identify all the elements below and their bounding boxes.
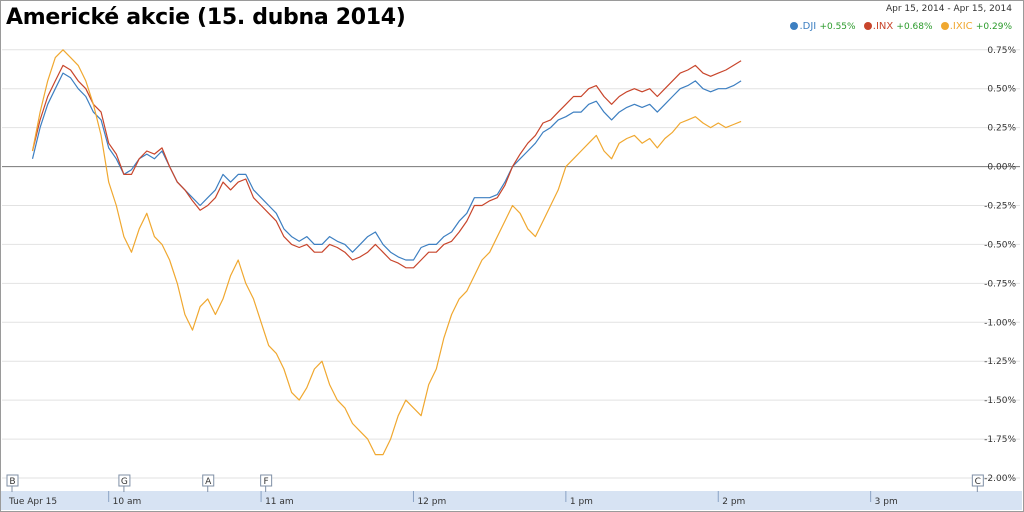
legend-symbol-inx: .INX: [872, 21, 894, 32]
y-tick-label: -1.00%: [984, 318, 1016, 328]
legend-symbol-dji: .DJI: [799, 21, 817, 32]
y-tick-label: -0.25%: [984, 202, 1016, 212]
legend-change-dji: +0.55%: [819, 22, 856, 32]
y-tick-label: 0.00%: [987, 163, 1016, 173]
y-tick-label: -1.25%: [984, 357, 1016, 367]
legend-dot-ixic: [940, 22, 949, 30]
date-range: Apr 15, 2014 - Apr 15, 2014: [886, 4, 1012, 14]
legend-change-ixic: +0.29%: [975, 22, 1012, 32]
chart-title: Americké akcie (15. dubna 2014): [6, 5, 406, 30]
event-marker-box: [6, 474, 19, 487]
event-marker-label: G: [121, 477, 128, 487]
x-tick-label: 10 am: [113, 497, 142, 507]
x-tick-label: 1 pm: [570, 497, 593, 507]
event-marker-g[interactable]: G: [118, 474, 131, 492]
y-tick-label: -1.50%: [984, 396, 1016, 406]
event-marker-f[interactable]: F: [260, 474, 273, 492]
x-tick-label: 3 pm: [875, 497, 898, 507]
legend-dot-inx: [863, 22, 872, 30]
y-tick-label: 0.75%: [987, 46, 1016, 56]
legend-symbol-ixic: .IXIC: [949, 21, 973, 32]
y-tick-label: -2.00%: [984, 474, 1016, 484]
series-line-dji: [31, 72, 742, 261]
legend-dot-dji: [790, 22, 799, 30]
event-marker-label: B: [9, 477, 15, 487]
y-tick-label: -1.75%: [984, 435, 1016, 445]
y-tick-label: 0.25%: [987, 124, 1016, 134]
y-tick-label: 0.50%: [987, 85, 1016, 95]
legend: .DJI +0.55% .INX +0.68% .IXIC +0.29%: [785, 21, 1012, 32]
x-tick-label: Tue Apr 15: [8, 497, 57, 507]
event-marker-a[interactable]: A: [202, 474, 215, 492]
x-tick-label: 11 am: [265, 497, 294, 507]
x-tick-label: 12 pm: [417, 497, 446, 507]
event-marker-box: [118, 474, 131, 487]
event-marker-label: F: [264, 477, 269, 487]
legend-item-ixic[interactable]: .IXIC +0.29%: [940, 21, 1012, 32]
event-marker-label: A: [205, 477, 212, 487]
event-marker-label: C: [975, 477, 981, 487]
x-axis-bar: [1, 491, 1022, 510]
y-tick-label: -0.50%: [984, 240, 1016, 250]
x-tick-label: 2 pm: [722, 497, 745, 507]
y-tick-label: -0.75%: [984, 279, 1016, 289]
event-marker-box: [971, 474, 984, 487]
event-marker-box: [260, 474, 273, 487]
legend-change-inx: +0.68%: [896, 22, 933, 32]
series-line-ixic: [31, 49, 742, 456]
legend-item-inx[interactable]: .INX +0.68%: [863, 21, 936, 32]
legend-item-dji[interactable]: .DJI +0.55%: [790, 21, 858, 32]
event-marker-c[interactable]: C: [971, 474, 984, 492]
event-marker-box: [202, 474, 215, 487]
event-marker-b[interactable]: B: [6, 474, 19, 492]
series-line-inx: [31, 60, 742, 269]
